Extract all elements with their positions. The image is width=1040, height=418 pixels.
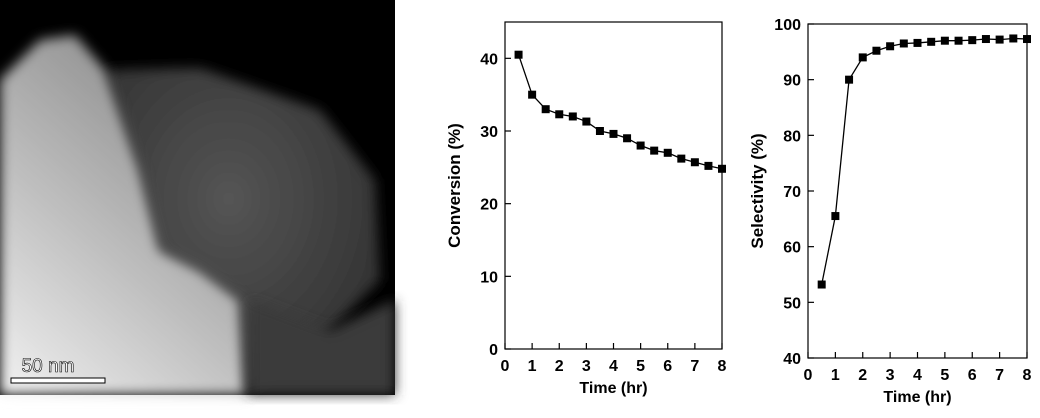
scale-bar-label: 50 nm	[22, 356, 75, 377]
data-point	[927, 37, 936, 46]
data-point	[913, 38, 922, 47]
y-tick-label: 60	[783, 240, 801, 257]
data-point	[872, 46, 881, 55]
y-tick-label: 20	[480, 197, 498, 214]
y-tick-label: 40	[480, 51, 498, 68]
data-point	[568, 112, 577, 121]
data-point	[636, 141, 645, 150]
data-point	[595, 127, 604, 135]
data-point	[954, 36, 963, 45]
data-point	[858, 53, 867, 62]
data-point	[845, 75, 854, 84]
y-tick-label: 90	[783, 73, 801, 90]
x-tick-label: 6	[663, 358, 672, 375]
data-point	[582, 117, 591, 126]
data-point	[663, 148, 672, 157]
data-point	[677, 154, 686, 163]
x-axis-label: Time (hr)	[579, 380, 647, 397]
data-line	[821, 37, 1028, 285]
data-point	[690, 158, 699, 167]
x-tick-label: 8	[718, 358, 727, 375]
x-tick-label: 5	[940, 367, 949, 384]
data-point	[609, 129, 618, 138]
data-line	[517, 54, 723, 170]
data-point	[555, 110, 564, 119]
y-tick-label: 100	[774, 17, 801, 34]
data-point	[886, 42, 895, 51]
x-tick-label: 0	[501, 358, 510, 375]
data-point	[623, 134, 632, 143]
micrograph: 50 nm	[0, 0, 395, 395]
data-point	[514, 50, 523, 59]
x-tick-label: 8	[1023, 367, 1032, 384]
data-point	[718, 164, 726, 173]
data-point	[940, 36, 949, 45]
data-point	[650, 146, 659, 155]
x-tick-label: 5	[636, 358, 645, 375]
plot-frame	[504, 21, 723, 350]
x-tick-label: 4	[913, 367, 922, 384]
y-axis-label: Selectivity (%)	[748, 133, 767, 248]
x-tick-label: 2	[858, 367, 867, 384]
data-point	[1009, 34, 1018, 43]
data-point	[704, 161, 713, 170]
y-tick-label: 30	[480, 124, 498, 141]
y-tick-label: 10	[480, 269, 498, 286]
data-point	[968, 36, 977, 45]
data-point	[817, 280, 826, 289]
x-tick-label: 0	[804, 367, 813, 384]
y-tick-label: 0	[489, 342, 498, 359]
data-point	[1023, 35, 1031, 44]
y-tick-label: 50	[783, 295, 801, 312]
data-point	[995, 35, 1004, 44]
x-tick-label: 2	[555, 358, 564, 375]
data-point	[981, 35, 990, 44]
data-point	[831, 212, 840, 221]
x-tick-label: 7	[995, 367, 1004, 384]
x-tick-label: 6	[968, 367, 977, 384]
x-tick-label: 4	[609, 358, 618, 375]
data-point	[899, 39, 908, 48]
x-tick-label: 1	[528, 358, 537, 375]
x-tick-label: 3	[582, 358, 591, 375]
x-tick-label: 1	[831, 367, 840, 384]
data-point	[528, 90, 537, 99]
x-tick-label: 3	[886, 367, 895, 384]
y-tick-label: 80	[783, 128, 801, 145]
x-tick-label: 7	[690, 358, 699, 375]
y-tick-label: 40	[783, 351, 801, 368]
x-axis-label: Time (hr)	[883, 389, 951, 406]
y-axis-label: Conversion (%)	[445, 123, 464, 248]
data-point	[541, 105, 550, 114]
plot-frame	[807, 23, 1028, 359]
y-tick-label: 70	[783, 184, 801, 201]
